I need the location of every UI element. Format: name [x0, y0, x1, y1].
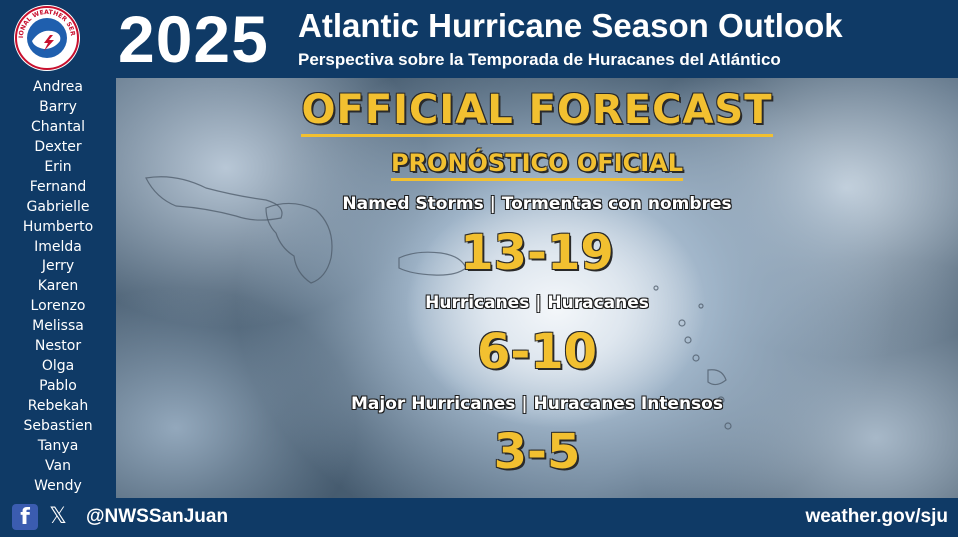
hurricanes-value: 6-10 — [476, 324, 598, 380]
footer-bar: f 𝕏 @NWSSanJuan weather.gov/sju — [0, 498, 958, 537]
pronostico-oficial-heading: PRONÓSTICO OFICIAL — [116, 148, 958, 181]
storm-name-item: Melissa — [32, 318, 84, 335]
storm-name-item: Dexter — [34, 138, 82, 155]
storm-name-item: Andrea — [33, 79, 83, 95]
named-storms-label: Named Storms | Tormentas con nombres — [342, 194, 732, 214]
caribbean-map-outline — [145, 176, 732, 430]
major-hurricanes-value: 3-5 — [493, 424, 581, 480]
storm-name-item: Jerry — [41, 258, 75, 275]
social-handle[interactable]: @NWSSanJuan — [86, 506, 229, 527]
storm-name-item: Wendy — [34, 477, 82, 494]
storm-name-item: Tanya — [37, 437, 79, 454]
major-hurricanes-label: Major Hurricanes | Huracanes Intensos — [351, 394, 723, 414]
website-link[interactable]: weather.gov/sju — [805, 506, 948, 527]
storm-name-item: Barry — [39, 98, 77, 115]
storm-name-item: Sebastien — [23, 417, 93, 434]
page-subtitle: Perspectiva sobre la Temporada de Huraca… — [298, 50, 781, 69]
facebook-icon[interactable]: f — [12, 504, 38, 530]
satellite-image-panel: OFFICIAL FORECAST PRONÓSTICO OFICIAL Nam… — [116, 78, 958, 498]
storm-name-item: Lorenzo — [30, 298, 86, 315]
hurricanes-label: Hurricanes | Huracanes — [425, 293, 649, 313]
storm-name-item: Chantal — [30, 118, 86, 135]
page-title: Atlantic Hurricane Season Outlook — [298, 7, 843, 44]
x-twitter-icon[interactable]: 𝕏 — [49, 504, 67, 529]
storm-name-item: Humberto — [22, 218, 94, 235]
storm-name-item: Fernand — [29, 178, 87, 195]
season-year: 2025 — [118, 2, 269, 76]
storm-names-list: Andrea Barry Chantal Dexter Erin Fernand Gabri… — [0, 78, 116, 497]
storm-names-sidebar: Andrea Barry Chantal Dexter Erin Fernand Gabri… — [0, 78, 116, 498]
storm-name-item: Erin — [44, 158, 72, 175]
official-forecast-heading: OFFICIAL FORECAST — [116, 86, 958, 137]
storm-name-item: Karen — [37, 278, 79, 295]
named-storms-value: 13-19 — [460, 225, 614, 281]
storm-name-item: Van — [45, 457, 71, 474]
storm-name-item: Gabrielle — [26, 198, 90, 215]
nws-logo-icon: NATIONAL WEATHER SERVICE — [14, 5, 80, 71]
storm-name-item: Rebekah — [27, 398, 89, 414]
storm-name-item: Pablo — [39, 378, 77, 395]
storm-name-item: Imelda — [34, 238, 82, 255]
header-bar: NATIONAL WEATHER SERVICE 2025 Atlantic H… — [0, 0, 958, 78]
storm-name-item: Olga — [41, 358, 75, 375]
storm-name-item: Nestor — [34, 338, 82, 355]
